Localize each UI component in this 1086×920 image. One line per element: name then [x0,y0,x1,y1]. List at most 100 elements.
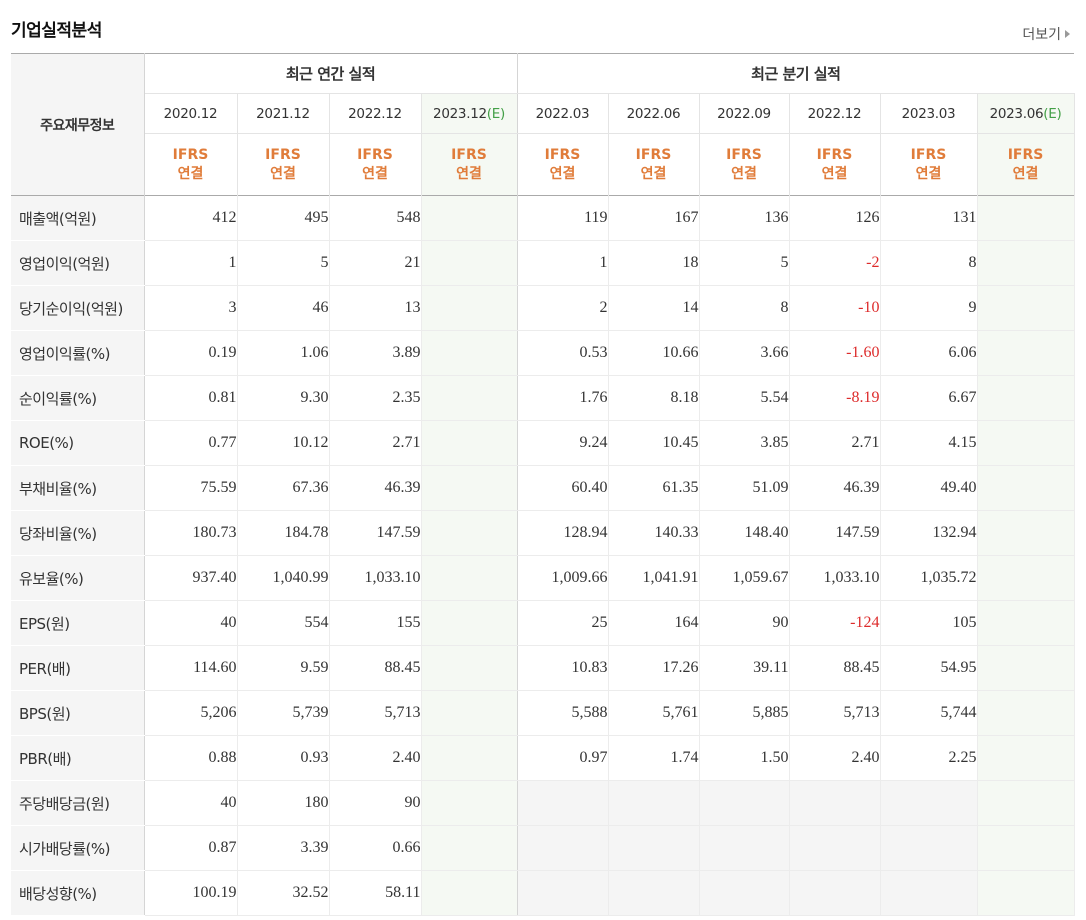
table-cell: 2.71 [789,420,881,466]
table-cell: 2.25 [880,735,978,781]
table-cell: 131 [880,195,978,241]
table-cell: 1,040.99 [237,555,330,601]
table-cell: 937.40 [144,555,238,601]
table-cell: 5.54 [699,375,790,421]
table-cell: 412 [144,195,238,241]
chevron-right-icon [1065,30,1070,38]
table-cell: 140.33 [608,510,700,556]
standard-label: IFRS [451,146,487,163]
table-cell: 17.26 [608,645,700,691]
table-cell: 54.95 [880,645,978,691]
accounting-standard-header: IFRS 연결 [699,133,790,196]
row-label: 영업이익률(%) [11,330,145,376]
estimate-mark: (E) [486,105,505,122]
table-cell: 1,033.10 [789,555,881,601]
table-cell [421,690,518,736]
table-cell: 58.11 [329,870,422,916]
table-cell: 90 [699,600,790,646]
estimate-mark: (E) [1043,105,1062,122]
row-label: 매출액(억원) [11,195,145,241]
table-cell: 164 [608,600,700,646]
table-cell: 14 [608,285,700,331]
period-label: 2023.12 [433,105,487,122]
row-label: 당기순이익(억원) [11,285,145,331]
more-link[interactable]: 더보기 [1022,24,1070,44]
table-cell [977,780,1075,826]
period-header: 2023.03 [880,93,978,134]
accounting-standard-header: IFRS 연결 [880,133,978,196]
table-cell: 180 [237,780,330,826]
table-cell: 100.19 [144,870,238,916]
table-cell [608,780,700,826]
table-cell [421,375,518,421]
table-cell: 1,059.67 [699,555,790,601]
standard-label: IFRS [357,146,393,163]
table-cell: 2.40 [789,735,881,781]
table-cell: 10.83 [517,645,609,691]
table-cell: 40 [144,780,238,826]
table-cell [421,465,518,511]
period-label: 2022.12 [348,105,402,122]
table-cell: 114.60 [144,645,238,691]
table-row: 매출액(억원) 412 495 548 119 167 136 126 131 [11,195,1075,241]
consolidation-label: 연결 [177,165,204,182]
consolidation-label: 연결 [362,165,388,182]
table-cell [421,195,518,241]
table-cell: 9.59 [237,645,330,691]
table-cell: 3.85 [699,420,790,466]
period-header: 2021.12 [237,93,330,134]
financial-table: 주요재무정보 최근 연간 실적 최근 분기 실적 2020.12 2021.12 2… [11,53,1075,916]
table-cell [699,780,790,826]
table-row: EPS(원) 40 554 155 25 164 90 -124 105 [11,600,1075,646]
table-cell: 10.66 [608,330,700,376]
table-cell: -8.19 [789,375,881,421]
table-row: 시가배당률(%) 0.87 3.39 0.66 [11,825,1075,871]
table-cell: 67.36 [237,465,330,511]
table-cell: 155 [329,600,422,646]
period-header: 2022.09 [699,93,790,134]
table-cell [421,780,518,826]
table-cell: 126 [789,195,881,241]
table-cell [977,735,1075,781]
period-header: 2022.12 [789,93,881,134]
quarterly-group-header: 최근 분기 실적 [517,53,1075,94]
table-cell [977,645,1075,691]
table-cell [977,870,1075,916]
table-cell [421,735,518,781]
table-cell: 1.74 [608,735,700,781]
table-cell: 180.73 [144,510,238,556]
table-cell [977,555,1075,601]
table-cell: 0.87 [144,825,238,871]
consolidation-label: 연결 [821,165,848,182]
table-cell: 548 [329,195,422,241]
table-cell [699,870,790,916]
standard-label: IFRS [1007,146,1044,163]
table-row: 주당배당금(원) 40 180 90 [11,780,1075,826]
table-cell: 5,713 [789,690,881,736]
row-label: 순이익률(%) [11,375,145,421]
table-cell [880,825,978,871]
table-cell: 88.45 [789,645,881,691]
table-cell [421,600,518,646]
accounting-standard-header: IFRS 연결 [517,133,609,196]
table-cell [977,240,1075,286]
table-cell [421,825,518,871]
table-cell: 167 [608,195,700,241]
period-label: 2023.06 [989,105,1044,122]
table-cell: 184.78 [237,510,330,556]
table-cell: 5,206 [144,690,238,736]
table-cell: 40 [144,600,238,646]
table-cell: 5 [699,240,790,286]
table-cell: 6.06 [880,330,978,376]
table-cell [421,645,518,691]
table-row: 부채비율(%) 75.59 67.36 46.39 60.40 61.35 51.09 46.… [11,465,1075,511]
table-cell: 3 [144,285,238,331]
table-cell: 495 [237,195,330,241]
table-cell: 1.76 [517,375,609,421]
table-cell [608,870,700,916]
table-row: 당기순이익(억원) 3 46 13 2 14 8 -10 9 [11,285,1075,331]
table-cell: 8 [699,285,790,331]
table-cell: 13 [329,285,422,331]
table-cell [977,510,1075,556]
period-label: 2020.12 [163,105,218,122]
